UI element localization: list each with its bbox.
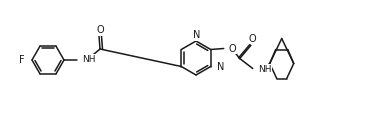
Text: O: O <box>249 34 257 44</box>
Text: N: N <box>217 62 224 72</box>
Text: O: O <box>96 25 104 35</box>
Text: N: N <box>193 30 201 40</box>
Text: NH: NH <box>83 55 96 64</box>
Text: F: F <box>19 55 25 65</box>
Text: NH: NH <box>258 65 272 74</box>
Text: O: O <box>229 44 236 54</box>
